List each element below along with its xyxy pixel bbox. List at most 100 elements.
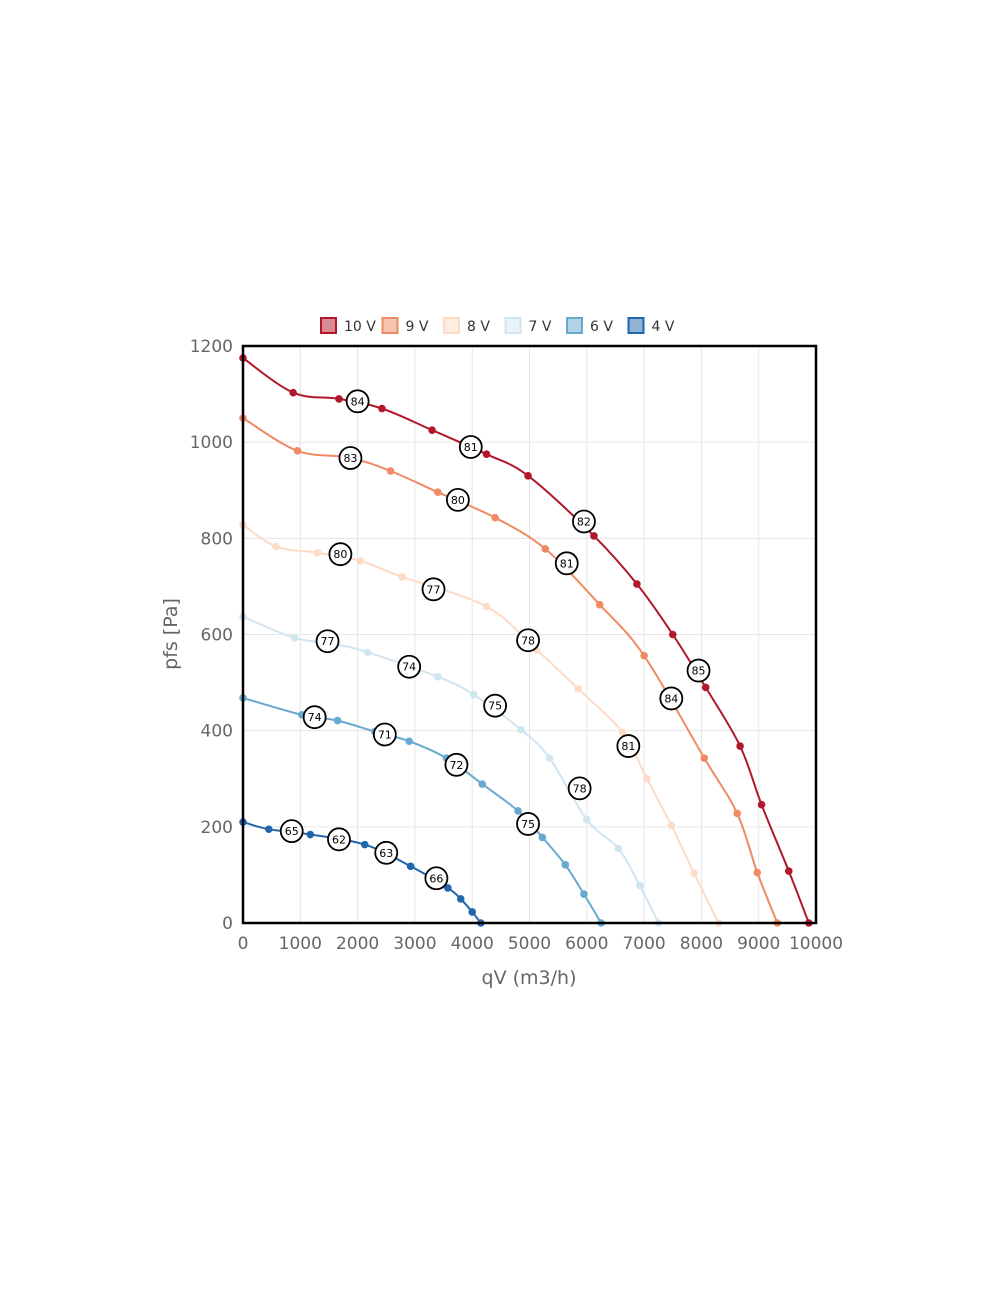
badge-circle (445, 487, 470, 512)
efficiency-badge: 80 (445, 487, 470, 512)
data-point (784, 867, 793, 875)
data-point (313, 548, 322, 557)
data-point (335, 395, 343, 403)
x-tick-label: 8000 (680, 934, 723, 954)
data-point (478, 780, 487, 788)
data-point (667, 821, 676, 830)
data-point (444, 884, 452, 892)
data-point (633, 580, 641, 588)
badge-circle (516, 812, 540, 836)
data-point (643, 774, 651, 783)
series-4v (239, 818, 485, 927)
x-tick-label: 3000 (393, 934, 436, 954)
x-axis-title: qV (m3/h) (482, 967, 577, 989)
legend-label: 10 V (344, 319, 376, 335)
data-point (456, 895, 465, 903)
x-tick-label: 6000 (565, 934, 608, 954)
badge-value: 84 (351, 395, 365, 408)
badge-circle (279, 819, 304, 844)
efficiency-badge: 84 (345, 389, 370, 414)
efficiency-badge: 77 (421, 577, 446, 602)
data-point (428, 426, 436, 434)
badge-value: 75 (521, 818, 535, 831)
data-point (360, 840, 369, 849)
data-point (290, 634, 299, 642)
data-point (293, 447, 302, 455)
legend-item: 7 V (504, 317, 552, 335)
efficiency-badge: 83 (338, 446, 363, 470)
badge-value: 85 (692, 665, 706, 678)
efficiency-badge: 80 (328, 542, 353, 567)
legend-swatch (381, 317, 399, 334)
data-point (405, 737, 413, 746)
legend-swatch (443, 317, 460, 334)
efficiency-badge: 74 (302, 705, 327, 730)
data-point (491, 513, 499, 522)
data-point (618, 728, 627, 737)
badge-circle (444, 752, 469, 777)
badge-circle (374, 840, 399, 865)
legend-item: 9 V (381, 317, 429, 335)
legend-swatch (627, 317, 645, 334)
badge-value: 72 (449, 759, 463, 772)
badge-circle (458, 435, 483, 459)
data-point (757, 800, 766, 809)
data-point (580, 890, 588, 898)
badge-circle (302, 705, 327, 730)
badge-circle (516, 628, 540, 653)
legend-swatch (566, 317, 583, 334)
efficiency-badge: 81 (616, 734, 641, 758)
efficiency-badge: 78 (516, 628, 540, 653)
x-tick-label: 5000 (508, 934, 551, 954)
data-point (700, 754, 709, 762)
efficiency-labels: 84 81 82 85 83 80 81 84 80 77 78 81 77 74 75 78 74 71 72 75… (279, 389, 711, 891)
data-point (636, 881, 644, 890)
badge-value: 81 (560, 557, 574, 570)
badge-value: 82 (577, 516, 591, 529)
efficiency-badge: 85 (686, 658, 711, 683)
data-point (640, 651, 648, 660)
data-point (333, 716, 342, 725)
x-tick-label: 9000 (737, 934, 780, 954)
efficiency-badge: 82 (572, 509, 596, 534)
badge-circle (345, 389, 370, 414)
badge-circle (338, 446, 363, 470)
badge-circle (659, 686, 684, 711)
data-point (434, 488, 442, 496)
legend-item: 8 V (443, 317, 490, 335)
tick-labels: 0 1000 2000 3000 4000 5000 6000 7000 8000 9000 100… (190, 337, 843, 954)
efficiency-badge: 74 (397, 654, 422, 679)
y-tick-label: 1200 (190, 337, 233, 357)
legend-label: 4 V (652, 319, 675, 335)
efficiency-badge: 63 (374, 840, 399, 865)
badge-value: 81 (464, 441, 478, 454)
data-point (583, 815, 591, 824)
badge-value: 63 (379, 847, 393, 860)
data-point (595, 600, 604, 609)
data-point (524, 472, 532, 480)
data-point (264, 825, 273, 834)
badge-value: 78 (573, 782, 587, 795)
legend-label: 7 V (529, 319, 552, 335)
efficiency-badge: 62 (327, 827, 351, 852)
data-point (482, 602, 491, 611)
plot-frame (241, 344, 818, 925)
legend-item: 6 V (566, 317, 613, 335)
efficiency-badge: 81 (458, 435, 483, 459)
data-point (514, 807, 522, 815)
data-point (468, 908, 477, 916)
badge-value: 84 (664, 692, 678, 705)
badge-circle (616, 734, 641, 758)
badge-value: 65 (285, 825, 299, 838)
badge-circle (686, 658, 711, 683)
badge-circle (424, 866, 449, 891)
badge-value: 81 (621, 740, 635, 753)
data-point (517, 725, 525, 734)
badge-value: 74 (308, 711, 322, 724)
legend-swatch (320, 317, 337, 334)
badge-value: 62 (332, 833, 346, 846)
badge-value: 80 (333, 548, 347, 561)
x-tick-label: 4000 (451, 934, 494, 954)
badge-value: 80 (451, 494, 465, 507)
